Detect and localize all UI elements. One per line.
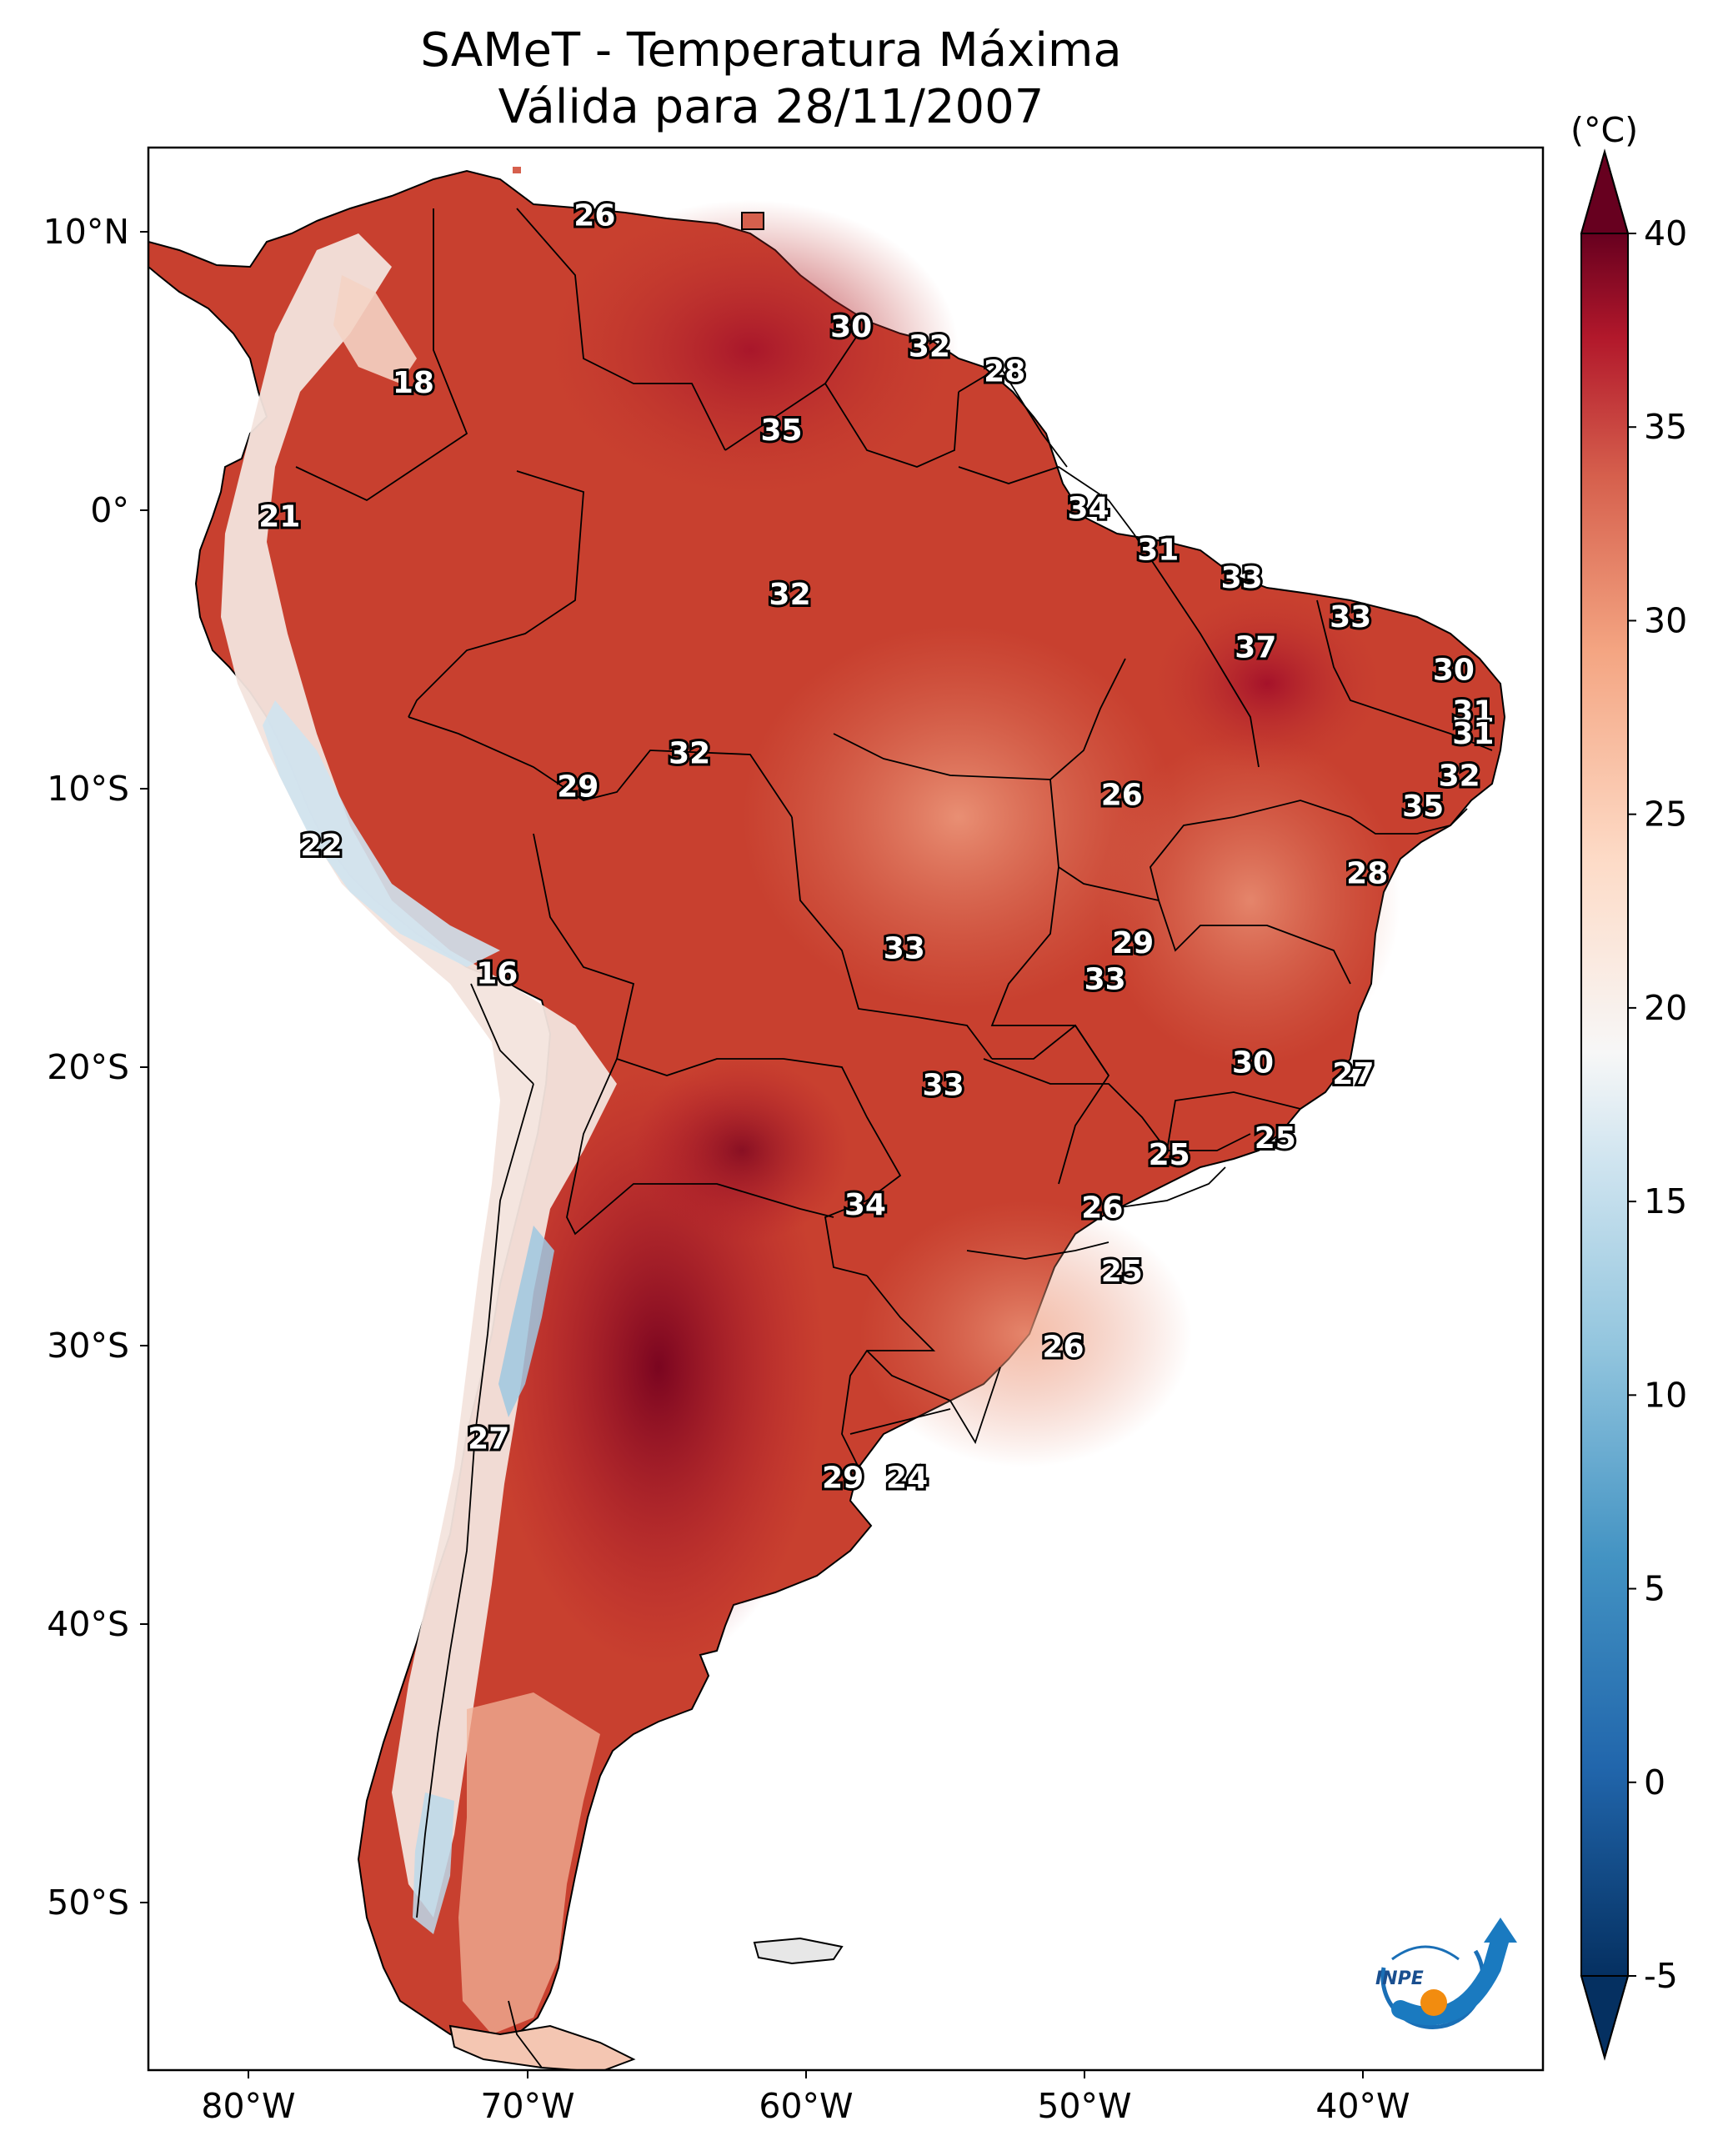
contour-label: 31 [1452, 717, 1494, 751]
lon-tick-label: 50°W [1037, 2086, 1131, 2126]
contour-label: 34 [844, 1188, 886, 1222]
patagonia-mild [458, 1692, 600, 2034]
latitude-axis: 10°N 0° 10°S 20°S 30°S 40°S 50°S [43, 212, 148, 1923]
contour-label: 27 [468, 1422, 509, 1457]
colorbar-tick-label: 0 [1644, 1762, 1665, 1803]
inpe-logo: INPE [1375, 1918, 1517, 2029]
contour-label: 33 [1084, 962, 1126, 996]
lat-tick-label: 50°S [47, 1883, 129, 1923]
longitude-axis: 80°W 70°W 60°W 50°W 40°W [201, 2070, 1410, 2126]
andes-cold-chile [498, 1226, 554, 1417]
colorbar-tick-label: 35 [1644, 407, 1687, 447]
colorbar: (°C) 40 35 30 25 20 15 10 5 0 -5 [1570, 110, 1687, 2061]
lat-tick-label: 20°S [47, 1047, 129, 1087]
andes-cold-peru [263, 700, 500, 967]
colorbar-min-extension [1580, 1975, 1630, 2061]
contour-label: 25 [1149, 1138, 1190, 1172]
colorbar-unit: (°C) [1570, 110, 1638, 150]
contour-label: 35 [760, 414, 802, 448]
contour-label: 30 [1232, 1046, 1274, 1081]
heat-zone-chaco [634, 1059, 850, 1242]
contour-label: 31 [1452, 694, 1494, 729]
map-frame [147, 146, 1545, 2072]
contour-label: 29 [557, 770, 599, 805]
lat-tick-label: 10°S [47, 769, 129, 809]
contour-label: 34 [1068, 491, 1109, 525]
contour-label: 33 [1330, 600, 1371, 634]
andes-cold-patagonia [413, 1792, 454, 1934]
contour-label: 32 [909, 330, 950, 364]
colorbar-max-extension [1580, 148, 1630, 234]
lon-tick-label: 60°W [759, 2086, 853, 2126]
contour-label: 27 [1332, 1057, 1374, 1091]
contour-label: 18 [393, 366, 434, 400]
trinidad [741, 212, 764, 230]
contour-label: 26 [573, 199, 615, 233]
andes-cool-band [221, 233, 617, 1918]
contour-label: 28 [1346, 856, 1388, 890]
contour-label: 33 [923, 1068, 964, 1102]
contour-label: 33 [884, 932, 925, 966]
caribbean-islets [513, 167, 521, 173]
colorbar-tick-label: 20 [1644, 988, 1687, 1028]
contour-label: 26 [1101, 779, 1143, 813]
contour-label: 22 [300, 829, 342, 863]
colorbar-tick-label: -5 [1644, 1956, 1678, 1996]
falkland-islands [753, 1937, 844, 1965]
colorbar-tick-label: 40 [1644, 213, 1687, 253]
tierra-del-fuego [448, 2024, 636, 2070]
map-title: SAMeT - Temperatura Máxima [420, 23, 1122, 78]
lat-tick-label: 30°S [47, 1326, 129, 1366]
contour-label: 26 [1042, 1330, 1084, 1364]
contour-label: 37 [1235, 631, 1276, 665]
lon-tick-label: 80°W [201, 2086, 295, 2126]
map-subtitle: Válida para 28/11/2007 [498, 80, 1044, 134]
lon-tick-label: 40°W [1315, 2086, 1410, 2126]
colorbar-bar [1581, 233, 1628, 1976]
contour-label: 24 [886, 1461, 928, 1495]
contour-label: 29 [1112, 926, 1154, 960]
contour-label: 16 [476, 957, 518, 991]
contour-label: 35 [1402, 790, 1444, 824]
andes-cool-colombia [333, 275, 417, 384]
mild-zone-east-brazil [1100, 734, 1400, 1067]
mild-zone-central-brazil [742, 625, 1175, 1009]
colorbar-tick-label: 5 [1644, 1569, 1665, 1609]
contour-label: 28 [984, 355, 1025, 389]
inpe-logo-text: INPE [1375, 1968, 1424, 1989]
contour-label: 30 [1433, 653, 1475, 687]
temperature-map [148, 167, 1506, 2070]
lat-tick-label: 10°N [43, 212, 129, 252]
country-borders [295, 208, 1493, 2068]
inpe-logo-dot [1420, 1989, 1447, 2016]
contour-label: 25 [1255, 1121, 1296, 1156]
mild-zone-south-brazil [859, 1201, 1192, 1467]
colorbar-tick-label: 30 [1644, 600, 1687, 640]
colorbar-tick-label: 10 [1644, 1375, 1687, 1415]
contour-label: 32 [1439, 759, 1480, 793]
contour-label: 26 [1081, 1191, 1123, 1225]
heat-zone-northeast [1150, 592, 1384, 775]
contour-label: 32 [769, 578, 811, 612]
contour-label: 21 [258, 499, 300, 534]
lat-tick-label: 40°S [47, 1604, 129, 1644]
lon-tick-label: 70°W [480, 2086, 574, 2126]
contour-label: 30 [830, 310, 872, 344]
lat-tick-label: 0° [90, 490, 129, 530]
contour-label: 31 [1137, 534, 1179, 568]
contour-label: 33 [1221, 561, 1263, 595]
contour-label: 32 [669, 737, 710, 771]
colorbar-tick-label: 25 [1644, 795, 1687, 835]
heat-zone-north [542, 200, 959, 500]
colorbar-tick-label: 15 [1644, 1181, 1687, 1221]
contour-label: 29 [822, 1461, 864, 1495]
contour-label: 25 [1101, 1255, 1143, 1289]
